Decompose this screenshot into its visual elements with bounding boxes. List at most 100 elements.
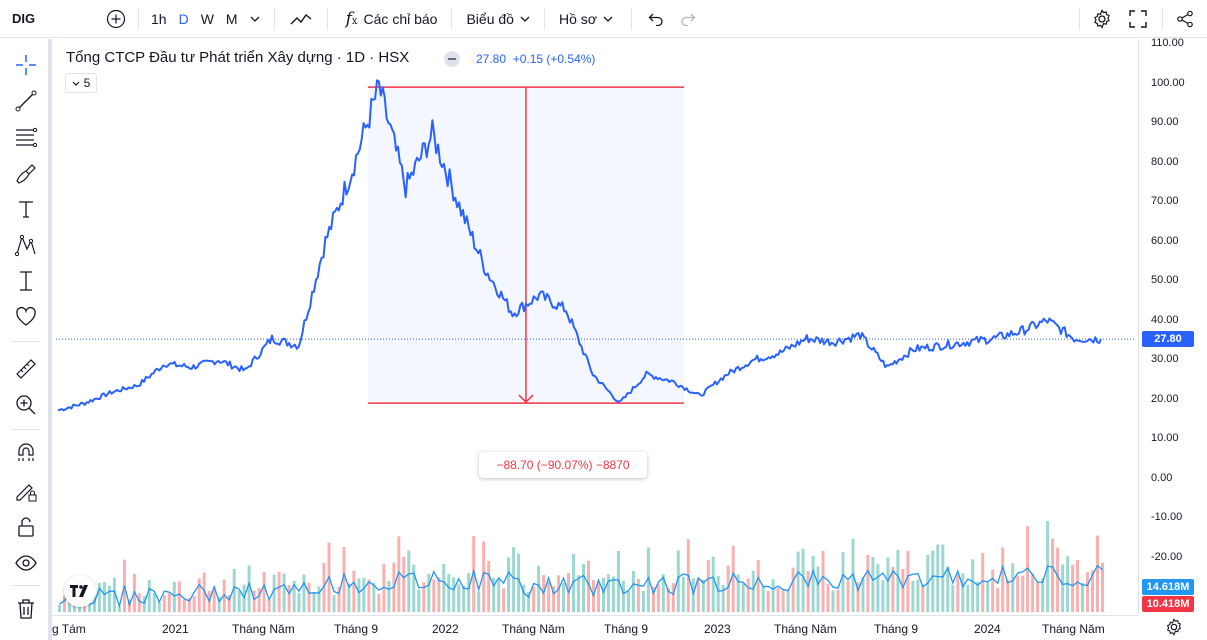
volume-bar bbox=[811, 555, 815, 612]
volume-bar bbox=[297, 592, 301, 612]
price-axis[interactable]: 110.00 100.00 90.00 80.00 70.00 60.00 50.00 40.… bbox=[1138, 37, 1207, 615]
volume-bar bbox=[532, 586, 536, 612]
symbol-search-button[interactable]: DIG bbox=[12, 11, 36, 26]
volume-bar bbox=[412, 564, 416, 612]
interval-m[interactable]: M bbox=[225, 10, 238, 27]
volume-bar bbox=[761, 586, 765, 612]
volume-bar bbox=[422, 582, 426, 612]
volume-bar bbox=[1091, 570, 1094, 612]
volume-bar bbox=[167, 593, 171, 612]
volume-bar bbox=[951, 584, 955, 612]
favorites-tool[interactable] bbox=[10, 301, 42, 333]
indicators-label: Các chỉ báo bbox=[363, 10, 438, 27]
profile-menu[interactable]: Hồ sơ bbox=[549, 0, 623, 37]
text-tool[interactable] bbox=[10, 193, 42, 225]
compare-add-button[interactable] bbox=[100, 3, 132, 35]
volume-bar bbox=[437, 577, 441, 612]
volume-bar bbox=[217, 596, 221, 612]
volume-bar bbox=[1006, 580, 1010, 612]
time-axis[interactable]: g Tám 2021 Tháng Năm Tháng 9 2022 Tháng Năm Th… bbox=[52, 615, 1138, 640]
volume-bar bbox=[587, 560, 590, 612]
chart-canvas[interactable] bbox=[56, 39, 1136, 615]
legend-status-button[interactable] bbox=[444, 51, 460, 67]
pattern-tool[interactable] bbox=[10, 229, 42, 261]
price-tick: 0.00 bbox=[1151, 471, 1173, 484]
fullscreen-button[interactable] bbox=[1122, 3, 1154, 35]
lock-drawing-tool[interactable] bbox=[10, 475, 42, 507]
volume-bar bbox=[557, 575, 560, 612]
volume-bar bbox=[991, 569, 995, 612]
indicators-button[interactable]: fx Các chỉ báo bbox=[336, 0, 448, 37]
volume-bar bbox=[611, 576, 615, 612]
hide-drawings-tool[interactable] bbox=[10, 547, 42, 579]
trend-line-icon bbox=[15, 90, 37, 112]
interval-w[interactable]: W bbox=[200, 10, 214, 27]
chart-pane[interactable]: Tổng CTCP Đầu tư Phát triển Xây dựng · 1… bbox=[56, 39, 1136, 615]
toolbar-divider bbox=[1162, 7, 1163, 30]
chart-style-button[interactable] bbox=[283, 3, 319, 35]
time-tick: 2021 bbox=[162, 622, 189, 636]
volume-bar bbox=[916, 579, 920, 612]
price-line bbox=[57, 79, 1102, 412]
volume-bar bbox=[831, 590, 835, 612]
volume-bar bbox=[142, 596, 146, 612]
trash-icon bbox=[18, 599, 34, 619]
lock-all-tool[interactable] bbox=[10, 511, 42, 543]
volume-bar bbox=[457, 584, 461, 612]
trend-line-tool[interactable] bbox=[10, 85, 42, 117]
scale-settings-button[interactable] bbox=[1165, 618, 1185, 638]
fib-tool[interactable] bbox=[10, 121, 42, 153]
settings-button[interactable] bbox=[1086, 3, 1118, 35]
magnet-tool[interactable] bbox=[10, 439, 42, 471]
volume-bar bbox=[117, 606, 121, 612]
brush-tool[interactable] bbox=[10, 157, 42, 189]
toolbar-divider bbox=[273, 7, 275, 30]
interval-d[interactable]: D bbox=[178, 10, 189, 27]
volume-bar bbox=[452, 577, 456, 612]
text-icon bbox=[19, 201, 33, 218]
volume-bar bbox=[447, 573, 451, 612]
zoom-in-tool[interactable] bbox=[10, 389, 42, 421]
legend-change: +0.15 (+0.54%) bbox=[512, 52, 596, 66]
redo-button[interactable] bbox=[672, 3, 704, 35]
volume-bar bbox=[776, 587, 780, 612]
chart-layout-menu[interactable]: Biểu đồ bbox=[456, 0, 539, 37]
interval-dropdown-button[interactable] bbox=[244, 3, 266, 35]
share-button[interactable] bbox=[1169, 3, 1201, 35]
volume-bar bbox=[816, 566, 820, 612]
indicator-count: 5 bbox=[83, 76, 91, 90]
volume-bar bbox=[881, 580, 885, 612]
volume-bar bbox=[172, 581, 176, 612]
volume-bar bbox=[342, 547, 346, 612]
crosshair-tool[interactable] bbox=[10, 49, 42, 81]
volume-bar bbox=[247, 565, 251, 612]
interval-1h[interactable]: 1h bbox=[151, 10, 167, 27]
remove-drawings-tool[interactable] bbox=[10, 593, 42, 625]
volume-bar bbox=[956, 573, 960, 612]
zoom-in-icon bbox=[16, 395, 36, 415]
time-tick: Tháng Năm bbox=[774, 622, 837, 636]
volume-bar bbox=[63, 595, 66, 612]
volume-bar bbox=[287, 585, 291, 612]
toolbar-divider bbox=[1079, 7, 1080, 30]
time-tick: 2023 bbox=[704, 622, 731, 636]
projection-tool[interactable] bbox=[10, 265, 42, 297]
chevron-down-icon bbox=[72, 81, 80, 86]
volume-bar bbox=[791, 567, 795, 612]
tool-divider bbox=[12, 585, 40, 586]
volume-bar bbox=[861, 577, 865, 612]
price-tick: 30.00 bbox=[1151, 353, 1179, 365]
measure-tool[interactable] bbox=[10, 353, 42, 385]
time-tick: Tháng Năm bbox=[502, 622, 565, 636]
undo-button[interactable] bbox=[640, 3, 672, 35]
volume-bar bbox=[891, 567, 895, 612]
volume-bar bbox=[641, 591, 645, 612]
volume-bar bbox=[966, 584, 970, 612]
legend-collapse-button[interactable]: 5 bbox=[65, 73, 97, 93]
volume-bar bbox=[786, 590, 790, 612]
volume-bar bbox=[107, 585, 111, 612]
time-tick: Tháng 9 bbox=[874, 622, 919, 636]
tradingview-logo[interactable] bbox=[64, 575, 96, 607]
volume-bar bbox=[252, 590, 256, 612]
measure-drawing[interactable] bbox=[367, 86, 684, 404]
